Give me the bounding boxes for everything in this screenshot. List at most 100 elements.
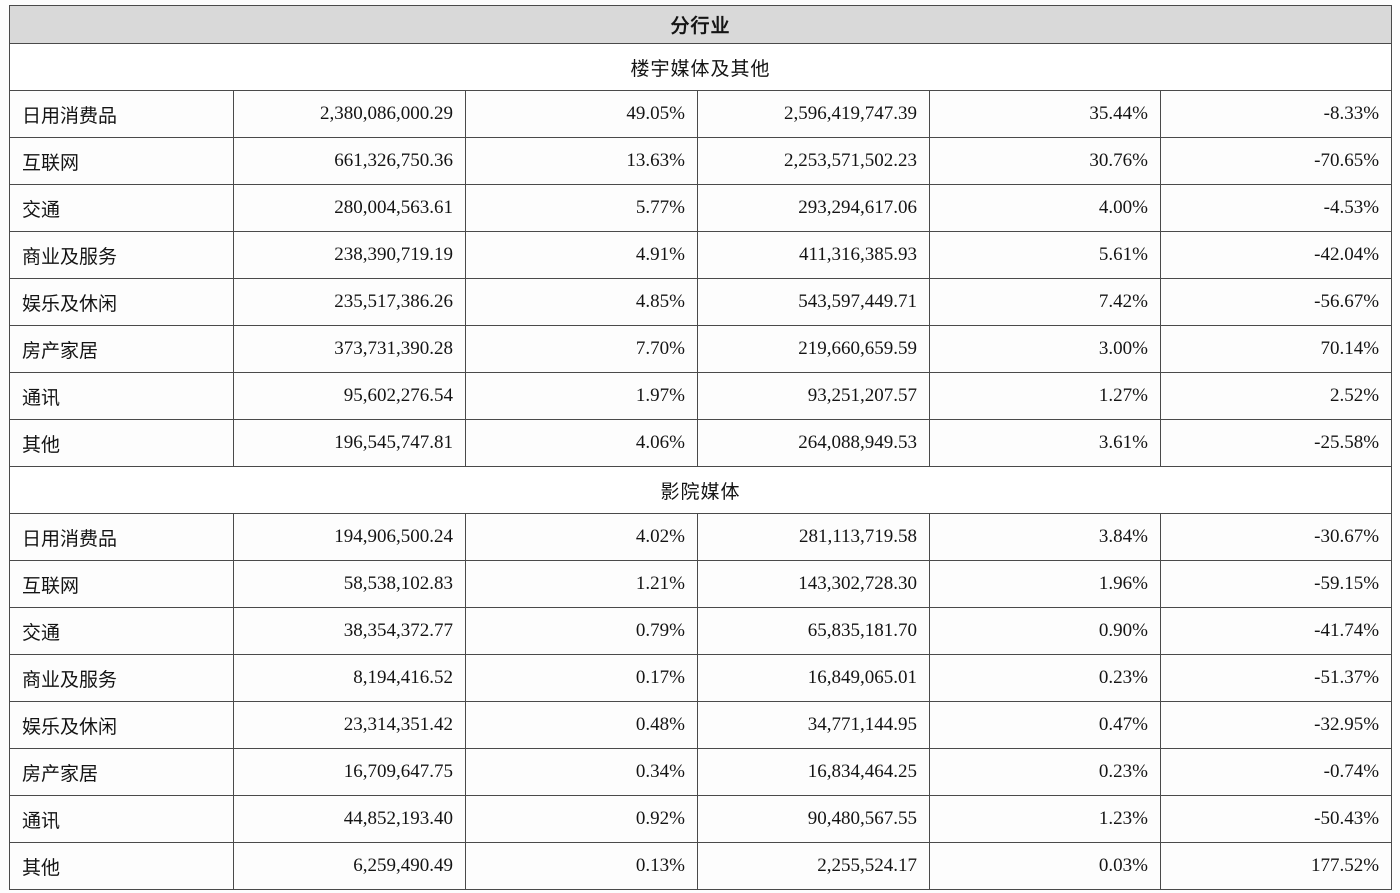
revenue-pct-cell: 4.02%: [465, 513, 698, 561]
section-title-cinema-media: 影院媒体: [8, 466, 1393, 514]
prior-revenue-cell: 543,597,449.71: [697, 278, 930, 326]
revenue-cell: 16,709,647.75: [233, 748, 466, 796]
prior-revenue-cell: 65,835,181.70: [697, 607, 930, 655]
revenue-cell: 58,538,102.83: [233, 560, 466, 608]
category-cell: 互联网: [9, 560, 234, 608]
section-header-row: 楼宇媒体及其他: [8, 43, 1393, 91]
revenue-cell: 661,326,750.36: [233, 137, 466, 185]
category-cell: 交通: [9, 184, 234, 232]
prior-pct-cell: 3.61%: [929, 419, 1161, 467]
table-row: 日用消费品 2,380,086,000.29 49.05% 2,596,419,…: [9, 90, 1393, 138]
category-cell: 互联网: [9, 137, 234, 185]
prior-revenue-cell: 264,088,949.53: [697, 419, 930, 467]
table-row: 其他 6,259,490.49 0.13% 2,255,524.17 0.03%…: [9, 842, 1393, 890]
category-cell: 其他: [9, 419, 234, 467]
prior-revenue-cell: 16,849,065.01: [697, 654, 930, 702]
prior-revenue-cell: 281,113,719.58: [697, 513, 930, 561]
prior-pct-cell: 3.00%: [929, 325, 1161, 373]
change-pct-cell: -50.43%: [1159, 795, 1393, 843]
revenue-cell: 235,517,386.26: [233, 278, 466, 326]
category-cell: 房产家居: [9, 748, 234, 796]
change-pct-cell: -30.67%: [1159, 513, 1393, 561]
table-row: 交通 38,354,372.77 0.79% 65,835,181.70 0.9…: [9, 607, 1393, 655]
category-cell: 日用消费品: [9, 90, 234, 138]
table-row: 互联网 661,326,750.36 13.63% 2,253,571,502.…: [9, 137, 1393, 185]
revenue-cell: 23,314,351.42: [233, 701, 466, 749]
revenue-cell: 238,390,719.19: [233, 231, 466, 279]
category-cell: 商业及服务: [9, 231, 234, 279]
revenue-pct-cell: 1.21%: [465, 560, 698, 608]
section-title-building-media: 楼宇媒体及其他: [8, 43, 1393, 91]
category-cell: 娱乐及休闲: [9, 278, 234, 326]
revenue-pct-cell: 13.63%: [465, 137, 698, 185]
change-pct-cell: -41.74%: [1159, 607, 1393, 655]
change-pct-cell: -25.58%: [1159, 419, 1393, 467]
revenue-cell: 194,906,500.24: [233, 513, 466, 561]
prior-revenue-cell: 293,294,617.06: [697, 184, 930, 232]
prior-revenue-cell: 2,253,571,502.23: [697, 137, 930, 185]
change-pct-cell: -32.95%: [1159, 701, 1393, 749]
prior-revenue-cell: 90,480,567.55: [697, 795, 930, 843]
table-row: 通讯 95,602,276.54 1.97% 93,251,207.57 1.2…: [9, 372, 1393, 420]
prior-pct-cell: 1.96%: [929, 560, 1161, 608]
prior-pct-cell: 0.47%: [929, 701, 1161, 749]
revenue-cell: 44,852,193.40: [233, 795, 466, 843]
revenue-cell: 2,380,086,000.29: [233, 90, 466, 138]
table-title: 分行业: [8, 5, 1393, 44]
revenue-pct-cell: 0.79%: [465, 607, 698, 655]
prior-pct-cell: 0.23%: [929, 748, 1161, 796]
revenue-pct-cell: 1.97%: [465, 372, 698, 420]
change-pct-cell: -51.37%: [1159, 654, 1393, 702]
revenue-cell: 95,602,276.54: [233, 372, 466, 420]
industry-breakdown-table: 分行业 楼宇媒体及其他 日用消费品 2,380,086,000.29 49.05…: [8, 5, 1393, 890]
prior-pct-cell: 4.00%: [929, 184, 1161, 232]
revenue-pct-cell: 0.34%: [465, 748, 698, 796]
table-title-row: 分行业: [8, 5, 1393, 44]
revenue-cell: 6,259,490.49: [233, 842, 466, 890]
prior-revenue-cell: 34,771,144.95: [697, 701, 930, 749]
prior-pct-cell: 30.76%: [929, 137, 1161, 185]
prior-revenue-cell: 2,255,524.17: [697, 842, 930, 890]
prior-revenue-cell: 143,302,728.30: [697, 560, 930, 608]
table-row: 其他 196,545,747.81 4.06% 264,088,949.53 3…: [9, 419, 1393, 467]
revenue-pct-cell: 0.92%: [465, 795, 698, 843]
change-pct-cell: 2.52%: [1159, 372, 1393, 420]
table-row: 娱乐及休闲 235,517,386.26 4.85% 543,597,449.7…: [9, 278, 1393, 326]
prior-pct-cell: 0.90%: [929, 607, 1161, 655]
category-cell: 商业及服务: [9, 654, 234, 702]
change-pct-cell: 70.14%: [1159, 325, 1393, 373]
prior-revenue-cell: 93,251,207.57: [697, 372, 930, 420]
prior-pct-cell: 1.23%: [929, 795, 1161, 843]
category-cell: 娱乐及休闲: [9, 701, 234, 749]
table-row: 互联网 58,538,102.83 1.21% 143,302,728.30 1…: [9, 560, 1393, 608]
change-pct-cell: -42.04%: [1159, 231, 1393, 279]
revenue-pct-cell: 0.17%: [465, 654, 698, 702]
category-cell: 其他: [9, 842, 234, 890]
category-cell: 通讯: [9, 795, 234, 843]
change-pct-cell: -8.33%: [1159, 90, 1393, 138]
revenue-pct-cell: 49.05%: [465, 90, 698, 138]
table-row: 房产家居 16,709,647.75 0.34% 16,834,464.25 0…: [9, 748, 1393, 796]
revenue-pct-cell: 7.70%: [465, 325, 698, 373]
revenue-pct-cell: 4.85%: [465, 278, 698, 326]
prior-revenue-cell: 2,596,419,747.39: [697, 90, 930, 138]
table-row: 房产家居 373,731,390.28 7.70% 219,660,659.59…: [9, 325, 1393, 373]
change-pct-cell: -59.15%: [1159, 560, 1393, 608]
prior-pct-cell: 3.84%: [929, 513, 1161, 561]
category-cell: 交通: [9, 607, 234, 655]
table-row: 交通 280,004,563.61 5.77% 293,294,617.06 4…: [9, 184, 1393, 232]
revenue-pct-cell: 0.48%: [465, 701, 698, 749]
change-pct-cell: 177.52%: [1159, 842, 1393, 890]
prior-pct-cell: 1.27%: [929, 372, 1161, 420]
revenue-cell: 280,004,563.61: [233, 184, 466, 232]
prior-pct-cell: 0.03%: [929, 842, 1161, 890]
prior-revenue-cell: 411,316,385.93: [697, 231, 930, 279]
table-row: 商业及服务 8,194,416.52 0.17% 16,849,065.01 0…: [9, 654, 1393, 702]
change-pct-cell: -70.65%: [1159, 137, 1393, 185]
prior-revenue-cell: 219,660,659.59: [697, 325, 930, 373]
table-row: 娱乐及休闲 23,314,351.42 0.48% 34,771,144.95 …: [9, 701, 1393, 749]
category-cell: 通讯: [9, 372, 234, 420]
prior-pct-cell: 35.44%: [929, 90, 1161, 138]
change-pct-cell: -56.67%: [1159, 278, 1393, 326]
